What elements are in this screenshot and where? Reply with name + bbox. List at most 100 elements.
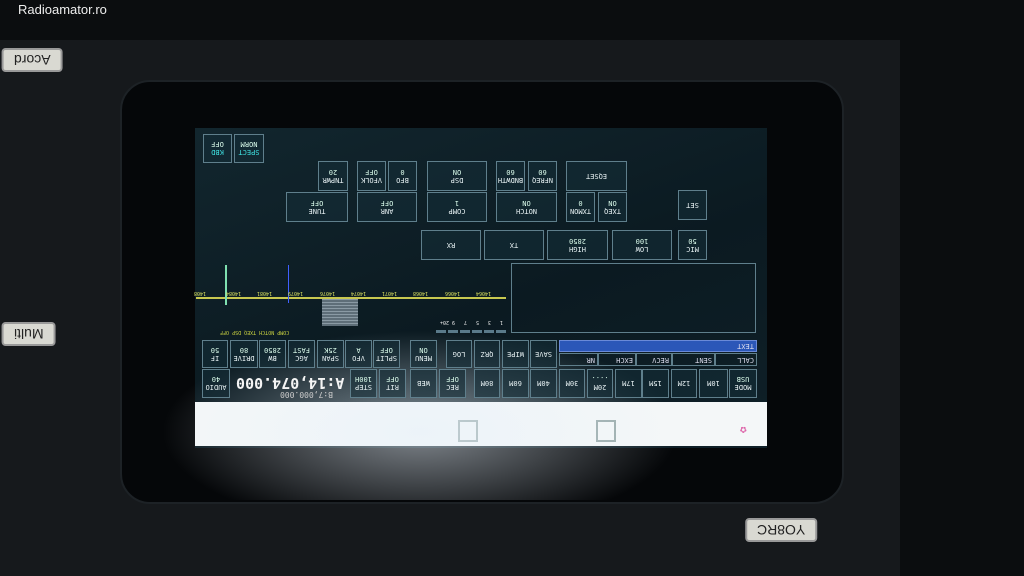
recv-field[interactable]: RECV — [636, 353, 672, 366]
txmon-value: 0 — [578, 199, 583, 207]
rec-button[interactable]: REC OFF — [439, 369, 466, 398]
rx-button[interactable]: RX — [421, 230, 481, 260]
vfo-label: VFO — [352, 354, 365, 362]
tx-frequency-marker[interactable] — [288, 265, 289, 303]
wipe-button[interactable]: WIPE — [502, 340, 529, 368]
comp-label: COMP — [448, 207, 466, 215]
save-button[interactable]: SAVE — [530, 340, 557, 368]
kbd-value: OFF — [211, 140, 224, 149]
vfo-b-frequency[interactable]: B:7,000.000 — [280, 390, 333, 399]
rit-button[interactable]: RIT OFF — [379, 369, 406, 398]
smeter-segment — [472, 330, 482, 333]
audio-label: AUDIO — [205, 383, 227, 392]
vfolk-button[interactable]: VFOLK OFF — [357, 161, 386, 191]
high-button[interactable]: HIGH 2850 — [547, 230, 608, 260]
b15-button[interactable]: 15M — [642, 369, 669, 398]
set-button[interactable]: SET — [678, 190, 707, 220]
txeq-label: TXEQ — [604, 207, 621, 215]
acord-label: Acord — [2, 48, 63, 72]
b80-button[interactable]: 80M — [474, 369, 500, 398]
nfreq-button[interactable]: NFREQ 60 — [528, 161, 557, 191]
log-label: LOG — [452, 350, 466, 358]
rit-value: OFF — [386, 375, 399, 384]
call-field[interactable]: CALL — [715, 353, 757, 366]
txeq-button[interactable]: TXEQ ON — [598, 192, 627, 222]
span-button[interactable]: SPAN 25K — [317, 340, 344, 368]
frequency-tick-label: 14074 — [350, 290, 366, 296]
txmon-button[interactable]: TXMON 0 — [566, 192, 595, 222]
watermark: Radioamator.ro — [18, 2, 107, 17]
b60-button[interactable]: 60M — [502, 369, 529, 398]
rx-frequency-marker[interactable] — [225, 265, 227, 305]
anr-button[interactable]: ANR OFF — [357, 192, 417, 222]
b60-label: 60M — [509, 379, 522, 388]
nr-field[interactable]: NR — [559, 353, 598, 366]
settings-icon[interactable]: ✿ — [740, 424, 747, 437]
b30-button[interactable]: 30M — [559, 369, 585, 398]
if-value: 50 — [210, 346, 220, 354]
tnpwr-button[interactable]: TNPWR 20 — [318, 161, 348, 191]
exch-field[interactable]: EXCH — [598, 353, 636, 366]
bndwth-button[interactable]: BNDWTH 60 — [496, 161, 525, 191]
web-button[interactable]: WEB — [410, 369, 437, 398]
audio-button[interactable]: AUDIO 40 — [202, 369, 230, 398]
b17-button[interactable]: 17M — [615, 369, 642, 398]
tune-button[interactable]: TUNE OFF — [286, 192, 348, 222]
agc-label: AGC — [295, 354, 308, 362]
spectrum-baseline — [196, 297, 506, 299]
spect-button[interactable]: SPECT NORM — [234, 134, 264, 163]
bw-button[interactable]: BW 2850 — [259, 340, 286, 368]
save-label: SAVE — [535, 350, 552, 358]
anr-label: ANR — [380, 207, 394, 215]
notch-button[interactable]: NOTCH ON — [496, 192, 557, 222]
mic-button[interactable]: MIC 50 — [678, 230, 707, 260]
frequency-tick-label: 1408 — [194, 290, 207, 296]
mode-button[interactable]: MODE USB — [729, 369, 757, 398]
multi-label: Multi — [2, 322, 56, 346]
b20-button[interactable]: 20M.... — [587, 369, 613, 398]
web-label: WEB — [417, 379, 430, 388]
split-button[interactable]: SPLIT OFF — [373, 340, 400, 368]
drive-value: 80 — [239, 346, 249, 354]
eqset-button[interactable]: EQSET — [566, 161, 627, 191]
txeq-value: ON — [608, 199, 617, 207]
step-button[interactable]: STEP 100H — [350, 369, 377, 398]
if-label: IF — [210, 354, 220, 362]
agc-button[interactable]: AGC FAST — [288, 340, 315, 368]
b40-button[interactable]: 40M — [530, 369, 557, 398]
nfreq-label: NFREQ — [531, 176, 554, 184]
b10-button[interactable]: 10M — [699, 369, 728, 398]
tx-button[interactable]: TX — [484, 230, 544, 260]
audio-value: 40 — [211, 375, 221, 384]
log-button[interactable]: LOG — [446, 340, 472, 368]
anr-value: OFF — [380, 199, 394, 207]
b12-button[interactable]: 12M — [671, 369, 697, 398]
frequency-tick-label: 14068 — [413, 290, 429, 296]
frequency-tick-label: 14076 — [319, 290, 335, 296]
smeter-scale-label: 9 — [452, 319, 456, 325]
waterfall — [322, 299, 358, 326]
smeter-scale-label: 5 — [476, 319, 480, 325]
text-field[interactable]: TEXT — [559, 340, 757, 352]
bfo-value: 0 — [400, 168, 405, 176]
smeter-segment — [484, 330, 494, 333]
tune-value: OFF — [310, 199, 324, 207]
vfo-button[interactable]: VFO A — [345, 340, 372, 368]
dsp-status-text: COMP NOTCH TXEQ DSP OFF — [220, 329, 290, 335]
low-button[interactable]: LOW 100 — [612, 230, 672, 260]
qrz-button[interactable]: QRZ — [474, 340, 500, 368]
high-value: 2850 — [569, 237, 586, 245]
comp-button[interactable]: COMP 1 — [427, 192, 487, 222]
drive-button[interactable]: DRIVE 80 — [230, 340, 258, 368]
if-button[interactable]: IF 50 — [202, 340, 228, 368]
kbd-button[interactable]: KBD OFF — [203, 134, 232, 163]
callsign-label: YO8RC — [745, 518, 818, 542]
smeter-scale-label: 7 — [464, 319, 468, 325]
dsp-button[interactable]: DSP ON — [427, 161, 487, 191]
tnpwr-label: TNPWR — [322, 176, 344, 184]
bfo-button[interactable]: BFO 0 — [388, 161, 417, 191]
menu-button[interactable]: MENU ON — [410, 340, 437, 368]
bw-label: BW — [268, 354, 277, 362]
sent-field[interactable]: SENT — [672, 353, 715, 366]
vfolk-value: OFF — [365, 168, 378, 176]
